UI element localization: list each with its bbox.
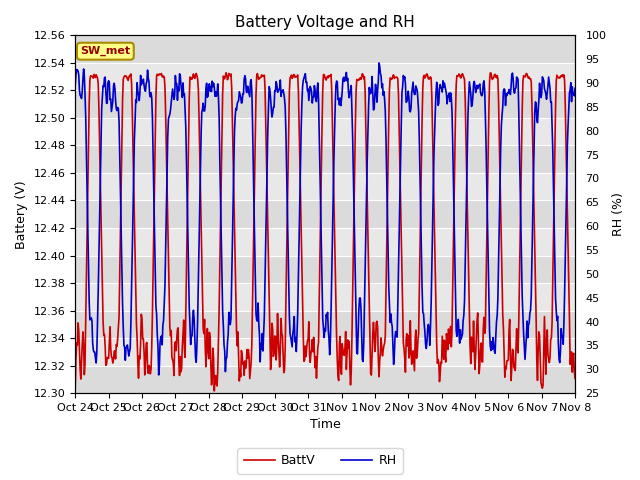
X-axis label: Time: Time	[310, 419, 340, 432]
RH	[183, 194, 191, 200]
RH	[72, 82, 79, 87]
BattV	[81, 372, 88, 378]
BattV	[132, 286, 140, 291]
Y-axis label: RH (%): RH (%)	[612, 192, 625, 236]
BattV	[209, 345, 217, 351]
BattV	[182, 264, 190, 270]
Bar	[76, 145, 575, 173]
BattV	[401, 369, 409, 375]
Legend: BattV, RH: BattV, RH	[237, 448, 403, 474]
Bar	[76, 366, 575, 393]
BattV	[387, 75, 395, 81]
BattV	[72, 384, 79, 390]
Bar	[76, 255, 575, 283]
RH	[132, 97, 140, 103]
Line: BattV: BattV	[76, 73, 575, 391]
Y-axis label: Battery (V): Battery (V)	[15, 180, 28, 249]
BattV	[222, 70, 230, 76]
RH	[155, 372, 163, 378]
Bar	[76, 36, 575, 63]
Line: RH: RH	[76, 63, 575, 375]
BattV	[211, 388, 218, 394]
RH	[81, 73, 88, 79]
RH	[387, 311, 395, 317]
Bar	[76, 90, 575, 118]
RH	[375, 60, 383, 66]
Text: SW_met: SW_met	[80, 46, 131, 56]
Title: Battery Voltage and RH: Battery Voltage and RH	[236, 15, 415, 30]
RH	[401, 81, 409, 87]
Bar	[76, 311, 575, 338]
RH	[571, 85, 579, 91]
BattV	[571, 375, 579, 381]
RH	[210, 80, 218, 86]
Bar	[76, 201, 575, 228]
